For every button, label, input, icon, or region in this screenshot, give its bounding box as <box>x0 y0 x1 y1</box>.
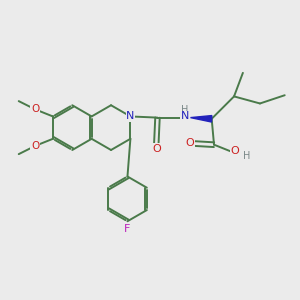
Text: O: O <box>152 144 161 154</box>
Text: O: O <box>31 104 39 114</box>
Text: N: N <box>180 111 189 122</box>
Polygon shape <box>190 116 212 122</box>
Text: O: O <box>185 138 194 148</box>
Text: O: O <box>31 141 39 151</box>
Text: F: F <box>124 224 130 234</box>
Text: O: O <box>231 146 240 156</box>
Text: H: H <box>244 152 251 161</box>
Text: N: N <box>126 111 135 122</box>
Text: H: H <box>181 105 188 115</box>
